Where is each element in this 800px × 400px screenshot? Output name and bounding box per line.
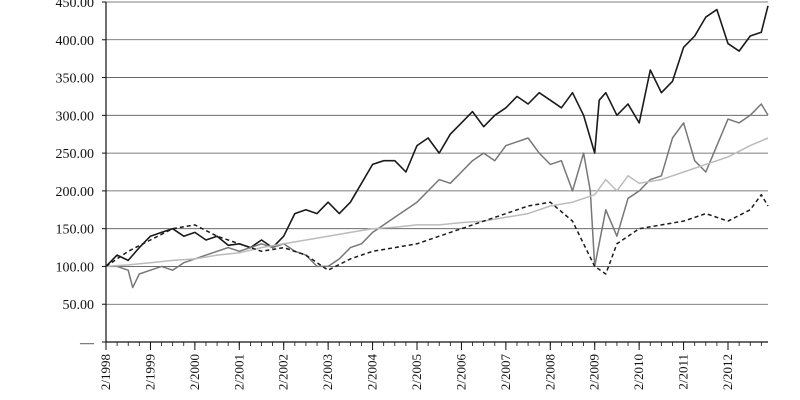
x-tick-label: 2/2006: [453, 354, 468, 391]
tick-labels: — 50.00 100.00 150.00 200.00 250.00 300.00 350.…: [56, 0, 736, 390]
series-line-4: [106, 193, 769, 275]
series-line-1: [106, 5, 769, 267]
x-tick-label: 2/2000: [187, 354, 202, 390]
y-tick-label: 250.00: [56, 147, 95, 162]
y-tick-label: 200.00: [56, 185, 95, 200]
x-tick-label: 2/2008: [542, 354, 557, 390]
x-tick-label: 2/2005: [409, 354, 424, 390]
y-tick-label: 400.00: [56, 34, 95, 49]
x-tick-label: 2/2003: [320, 354, 335, 390]
x-tick-label: 2/2007: [498, 354, 513, 391]
y-tick-label: 450.00: [56, 0, 95, 11]
x-tick-label: 2/2004: [365, 354, 380, 391]
series-lines: [106, 5, 769, 289]
y-tick-label: —: [79, 336, 95, 351]
y-tick-label: 50.00: [63, 298, 95, 313]
series-line-3: [106, 137, 769, 268]
y-tick-label: 350.00: [56, 72, 95, 87]
x-tick-label: 2/1998: [98, 354, 113, 390]
series-line-2: [106, 103, 769, 289]
y-tick-label: 100.00: [56, 260, 95, 275]
x-tick-label: 2/2002: [276, 354, 291, 390]
x-tick-label: 2/2009: [587, 354, 602, 390]
x-tick-label: 2/1999: [142, 354, 157, 390]
x-tick-label: 2/2001: [231, 354, 246, 390]
x-tick-label: 2/2010: [631, 354, 646, 390]
axes: [102, 1, 768, 350]
x-tick-label: 2/2012: [720, 354, 735, 390]
y-tick-label: 150.00: [56, 223, 95, 238]
x-tick-label: 2/2011: [676, 354, 691, 390]
gridlines: [106, 1, 768, 305]
y-tick-label: 300.00: [56, 109, 95, 124]
